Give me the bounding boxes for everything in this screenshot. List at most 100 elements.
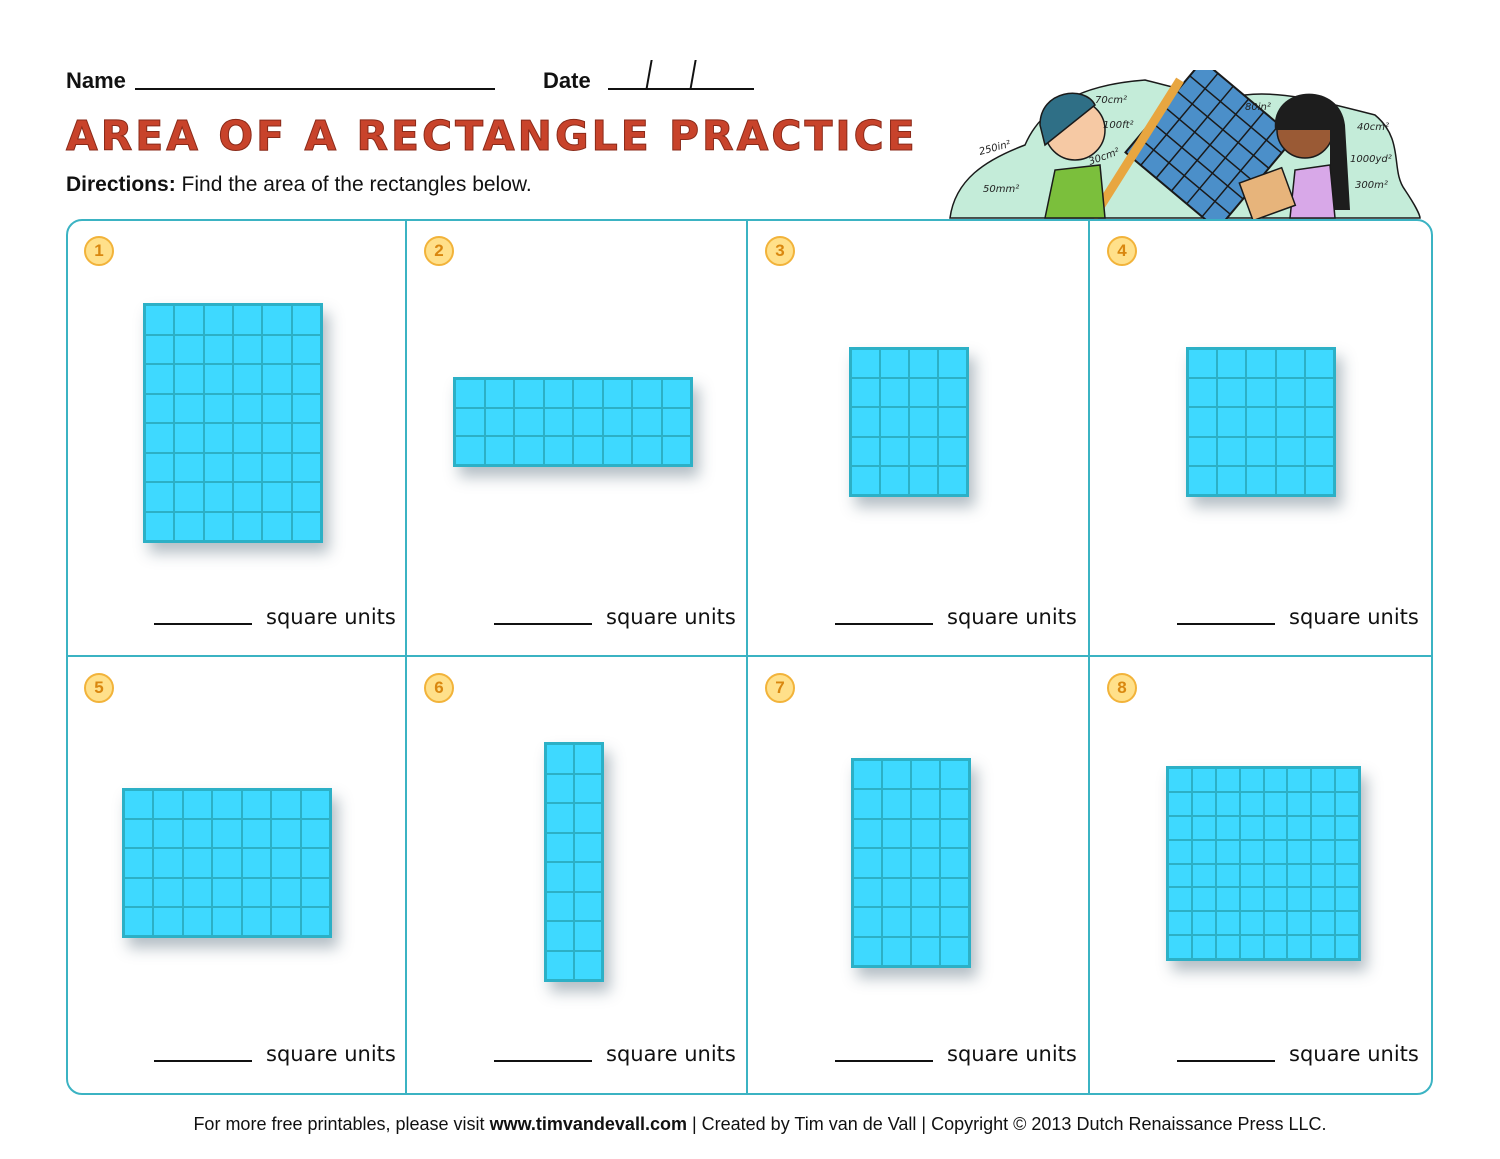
unit-square xyxy=(153,906,183,936)
answer-row: square units xyxy=(154,1042,396,1066)
unit-square xyxy=(1275,465,1305,495)
unit-square xyxy=(174,393,204,423)
unit-square xyxy=(882,818,911,849)
unit-square xyxy=(1217,465,1247,495)
units-label: square units xyxy=(947,1042,1077,1066)
unit-square xyxy=(1168,839,1192,864)
unit-square xyxy=(546,950,574,980)
units-label: square units xyxy=(266,605,396,629)
unit-square xyxy=(233,334,263,364)
unit-square xyxy=(203,482,233,512)
unit-square xyxy=(909,407,938,437)
unit-square xyxy=(484,407,514,437)
unit-square xyxy=(938,436,967,466)
unit-square xyxy=(940,907,969,937)
units-label: square units xyxy=(1289,605,1419,629)
unit-square xyxy=(1191,887,1216,912)
unit-square xyxy=(1311,791,1336,816)
page-title: AREA OF A RECTANGLE PRACTICE xyxy=(66,112,918,161)
problem-number-badge: 8 xyxy=(1107,673,1137,703)
unit-square xyxy=(632,407,662,437)
unit-square xyxy=(853,818,882,849)
unit-square xyxy=(851,436,880,466)
unit-square xyxy=(1246,465,1276,495)
unit-square xyxy=(1304,349,1334,379)
unit-square xyxy=(546,773,574,803)
unit-square xyxy=(882,936,911,966)
unit-square xyxy=(909,465,938,495)
unit-square xyxy=(514,379,544,408)
unit-square xyxy=(291,305,321,335)
unit-square xyxy=(1215,815,1240,840)
unit-square xyxy=(1263,791,1288,816)
unit-square xyxy=(1188,465,1218,495)
answer-blank[interactable] xyxy=(835,623,933,625)
unit-square xyxy=(911,877,940,908)
unit-square xyxy=(602,379,632,408)
unit-square xyxy=(940,877,969,908)
unit-square xyxy=(573,379,603,408)
unit-square xyxy=(1168,768,1192,792)
unit-square xyxy=(853,877,882,908)
unit-square xyxy=(1188,436,1218,466)
unit-square xyxy=(1168,863,1192,888)
unit-square xyxy=(1287,768,1312,792)
unit-square xyxy=(573,436,603,465)
footer-site-link[interactable]: www.timvandevall.com xyxy=(489,1114,687,1134)
unit-square xyxy=(853,848,882,878)
unit-square xyxy=(455,379,485,408)
unit-square xyxy=(1217,436,1247,466)
name-field[interactable] xyxy=(135,88,495,90)
answer-blank[interactable] xyxy=(154,1060,252,1062)
problem-number-badge: 2 xyxy=(424,236,454,266)
unit-square xyxy=(909,349,938,379)
unit-square xyxy=(1239,887,1264,912)
unit-square xyxy=(1335,839,1360,864)
unit-square xyxy=(1311,863,1336,888)
unit-square xyxy=(1215,887,1240,912)
unit-square xyxy=(212,819,242,849)
unit-square xyxy=(546,803,574,833)
problem-number-badge: 6 xyxy=(424,673,454,703)
unit-square xyxy=(882,907,911,937)
unit-square xyxy=(300,877,330,907)
answer-blank[interactable] xyxy=(494,1060,592,1062)
answer-blank[interactable] xyxy=(494,623,592,625)
unit-square xyxy=(1263,887,1288,912)
unit-square xyxy=(1191,863,1216,888)
unit-square xyxy=(574,744,602,774)
unit-square xyxy=(543,407,573,437)
date-separator xyxy=(689,60,697,90)
illustration-label: 300m² xyxy=(1355,180,1388,191)
unit-square xyxy=(1239,935,1264,960)
answer-blank[interactable] xyxy=(1177,1060,1275,1062)
unit-square xyxy=(1215,911,1240,936)
unit-square xyxy=(574,832,602,862)
unit-square xyxy=(153,790,183,820)
answer-blank[interactable] xyxy=(154,623,252,625)
unit-square xyxy=(938,378,967,408)
date-field[interactable] xyxy=(608,88,754,90)
unit-square xyxy=(455,436,485,465)
unit-square xyxy=(1275,349,1305,379)
answer-row: square units xyxy=(835,605,1077,629)
unit-square xyxy=(262,364,292,394)
unit-square xyxy=(233,393,263,423)
unit-square xyxy=(153,877,183,907)
unit-square xyxy=(546,862,574,892)
unit-square xyxy=(1188,407,1218,437)
unit-square xyxy=(233,364,263,394)
unit-square xyxy=(124,790,154,820)
unit-square xyxy=(574,891,602,921)
unit-square xyxy=(574,803,602,833)
unit-square xyxy=(882,877,911,908)
unit-square xyxy=(241,906,272,936)
unit-square xyxy=(1215,839,1240,864)
date-separator xyxy=(645,60,653,90)
unit-square xyxy=(1263,839,1288,864)
unit-square xyxy=(546,744,574,774)
answer-blank[interactable] xyxy=(1177,623,1275,625)
answer-blank[interactable] xyxy=(835,1060,933,1062)
unit-square xyxy=(1335,863,1360,888)
